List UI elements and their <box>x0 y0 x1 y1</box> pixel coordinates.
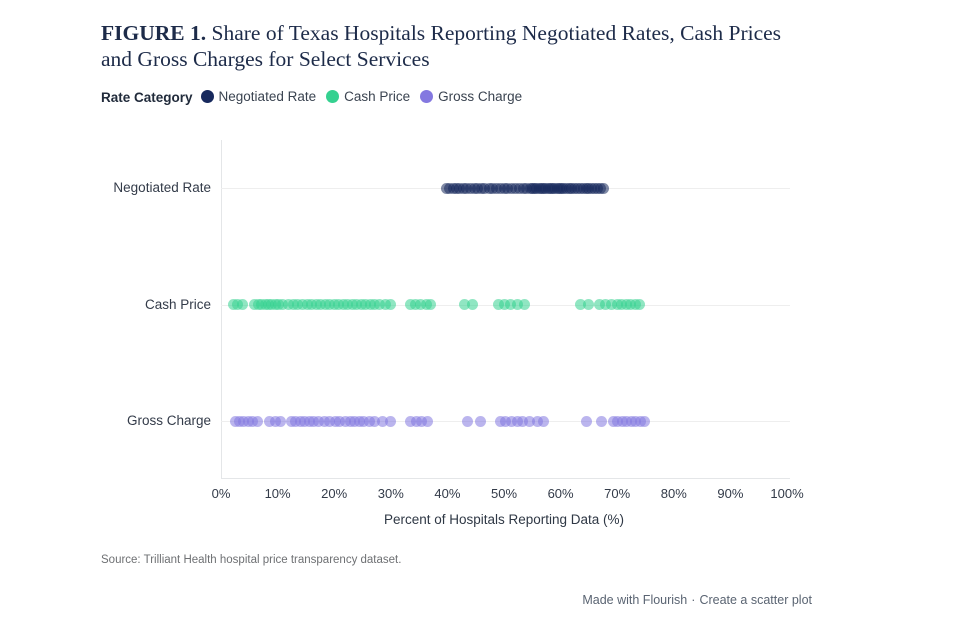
data-point-gross-charge[interactable] <box>358 415 370 427</box>
data-point-gross-charge[interactable] <box>538 415 550 427</box>
data-point-negotiated-rate[interactable] <box>597 182 609 194</box>
footer-separator: · <box>691 593 696 607</box>
data-point-gross-charge[interactable] <box>363 415 375 427</box>
data-point-cash-price[interactable] <box>634 299 646 310</box>
x-axis-tick: 30% <box>377 486 404 501</box>
source-note: Source: Trilliant Health hospital price … <box>101 554 402 566</box>
x-axis-tick: 0% <box>211 486 231 501</box>
data-point-gross-charge[interactable] <box>580 415 592 427</box>
data-point-cash-price[interactable] <box>458 299 470 310</box>
legend-dot-icon <box>420 90 434 103</box>
legend-item-negotiated-rate[interactable]: Negotiated Rate <box>200 89 317 104</box>
x-axis-tick: 80% <box>660 486 687 501</box>
data-point-gross-charge[interactable] <box>318 415 330 427</box>
figure-title-text: Share of Texas Hospitals Reporting Negot… <box>101 21 782 72</box>
data-point-gross-charge[interactable] <box>474 415 486 427</box>
data-point-gross-charge[interactable] <box>596 415 608 427</box>
data-point-cash-price[interactable] <box>606 299 618 310</box>
data-point-cash-price[interactable] <box>385 299 397 310</box>
legend: Rate Category Negotiated Rate Cash Price G… <box>101 89 532 106</box>
x-axis-tick: 10% <box>264 486 291 501</box>
data-point-gross-charge[interactable] <box>251 415 263 427</box>
data-point-gross-charge[interactable] <box>500 415 512 427</box>
x-axis-tick: 100% <box>770 486 804 501</box>
data-point-gross-charge[interactable] <box>511 415 523 427</box>
data-point-cash-price[interactable] <box>498 299 510 310</box>
data-point-cash-price[interactable] <box>512 299 524 310</box>
x-axis-tick: 90% <box>717 486 744 501</box>
data-point-gross-charge[interactable] <box>410 415 422 427</box>
legend-item-label: Cash Price <box>344 89 411 104</box>
data-point-cash-price[interactable] <box>424 299 436 310</box>
data-point-gross-charge[interactable] <box>494 415 506 427</box>
data-point-gross-charge[interactable] <box>461 415 473 427</box>
data-point-gross-charge[interactable] <box>523 415 535 427</box>
data-point-cash-price[interactable] <box>379 299 391 310</box>
data-point-gross-charge[interactable] <box>422 415 434 427</box>
data-point-gross-charge[interactable] <box>324 415 336 427</box>
data-point-cash-price[interactable] <box>409 299 421 310</box>
data-point-gross-charge[interactable] <box>517 415 529 427</box>
data-point-gross-charge[interactable] <box>505 415 517 427</box>
legend-item-gross-charge[interactable]: Gross Charge <box>420 89 522 104</box>
data-point-cash-price[interactable] <box>593 299 605 310</box>
legend-dot-icon <box>326 90 340 103</box>
legend-item-cash-price[interactable]: Cash Price <box>326 89 410 104</box>
data-point-gross-charge[interactable] <box>264 415 276 427</box>
legend-dot-icon <box>200 90 214 103</box>
data-point-gross-charge[interactable] <box>532 415 544 427</box>
data-point-cash-price[interactable] <box>276 299 288 310</box>
data-point-gross-charge[interactable] <box>369 415 381 427</box>
create-scatter-plot-link[interactable]: Create a scatter plot <box>699 593 812 607</box>
legend-item-label: Negotiated Rate <box>218 89 317 104</box>
y-axis-line <box>221 140 222 478</box>
y-axis-label-cash-price: Cash Price <box>144 297 211 312</box>
data-point-cash-price[interactable] <box>600 299 612 310</box>
data-point-cash-price[interactable] <box>505 299 517 310</box>
data-point-cash-price[interactable] <box>574 299 586 310</box>
x-axis-tick: 20% <box>321 486 348 501</box>
flourish-credit: Made with Flourish · Create a scatter plot <box>582 593 812 607</box>
data-point-cash-price[interactable] <box>583 299 595 310</box>
data-point-gross-charge[interactable] <box>312 415 324 427</box>
data-point-gross-charge[interactable] <box>385 415 397 427</box>
y-axis-label-gross-charge: Gross Charge <box>126 413 211 428</box>
data-point-gross-charge[interactable] <box>416 415 428 427</box>
x-axis-tick: 50% <box>490 486 518 501</box>
figure-number: FIGURE 1. <box>101 21 207 45</box>
data-point-cash-price[interactable] <box>518 299 530 310</box>
data-point-cash-price[interactable] <box>467 299 479 310</box>
x-axis-tick: 70% <box>604 486 631 501</box>
data-point-cash-price[interactable] <box>373 299 385 310</box>
data-point-gross-charge[interactable] <box>639 415 651 427</box>
made-with-flourish-link[interactable]: Made with Flourish <box>582 593 688 607</box>
data-point-gross-charge[interactable] <box>269 415 281 427</box>
data-point-gross-charge[interactable] <box>275 415 287 427</box>
legend-title: Rate Category <box>101 90 193 105</box>
x-axis-line <box>221 478 790 479</box>
x-axis-tick: 40% <box>434 486 461 501</box>
data-point-cash-price[interactable] <box>237 299 248 310</box>
data-point-cash-price[interactable] <box>415 299 427 310</box>
legend-item-label: Gross Charge <box>438 89 523 104</box>
y-axis-label-negotiated-rate: Negotiated Rate <box>113 180 211 195</box>
data-point-gross-charge[interactable] <box>334 415 346 427</box>
data-point-cash-price[interactable] <box>492 299 504 310</box>
legend-items: Negotiated Rate Cash Price Gross Charge <box>200 89 533 106</box>
x-axis-title: Percent of Hospitals Reporting Data (%) <box>383 512 625 527</box>
x-axis-tick: 60% <box>547 486 574 501</box>
figure-title: FIGURE 1. Share of Texas Hospitals Repor… <box>101 20 807 73</box>
data-point-gross-charge[interactable] <box>405 415 417 427</box>
data-point-gross-charge[interactable] <box>377 415 389 427</box>
